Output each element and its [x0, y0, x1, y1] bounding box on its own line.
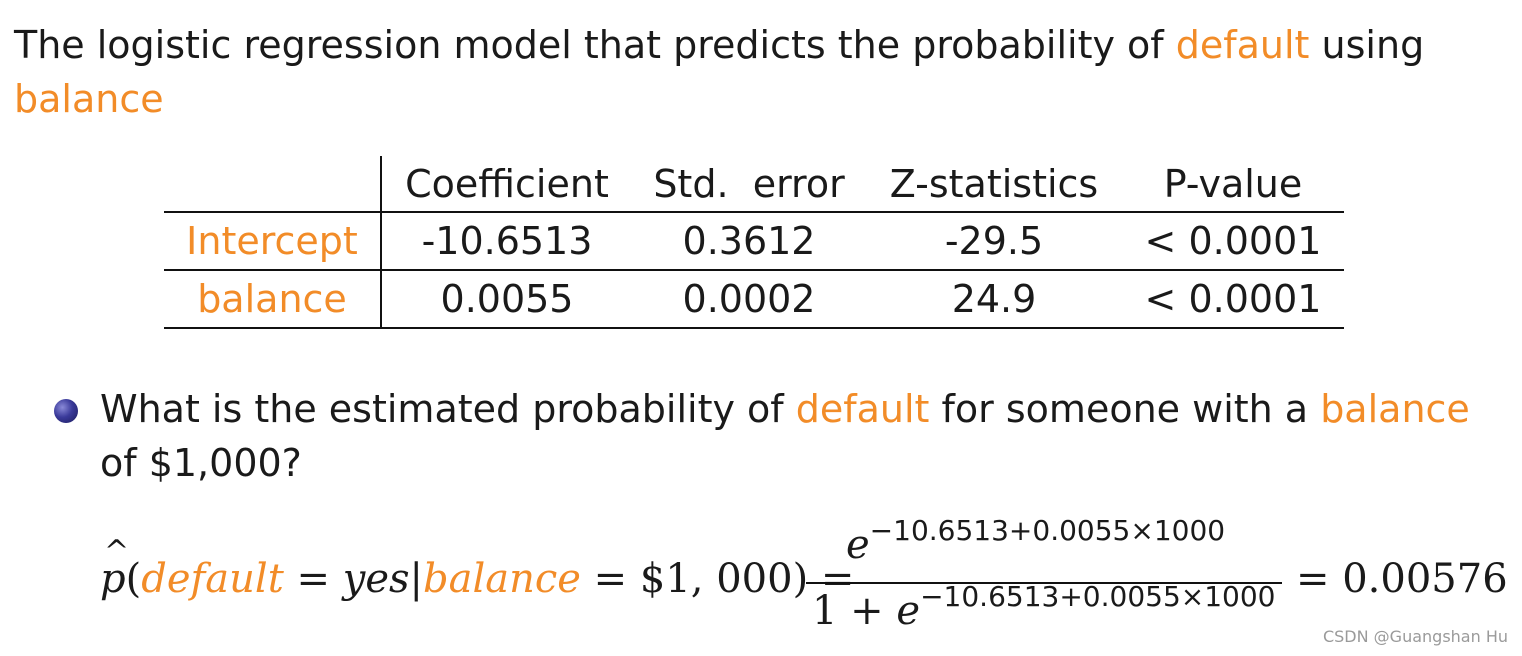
probability-formula: p(default = yes|balance = $1, 000) = e−1… [100, 514, 1510, 640]
heading-term-default: default [1175, 23, 1310, 67]
cell-z-statistic: -29.5 [866, 212, 1122, 271]
cell-coefficient: 0.0055 [381, 270, 632, 329]
denominator-one: 1 + [812, 588, 897, 634]
denominator-exponent: −10.6513+0.0055×1000 [920, 580, 1276, 613]
formula-eq-amount: = $1, 000) = [580, 556, 868, 602]
formula-result: = 0.00576 [1296, 556, 1508, 602]
formula-yes: yes [342, 556, 410, 602]
cell-p-value: < 0.0001 [1122, 212, 1344, 271]
fraction-bar [806, 582, 1282, 584]
cell-z-statistic: 24.9 [866, 270, 1122, 329]
formula-fraction: e−10.6513+0.0055×1000 1 + e−10.6513+0.00… [806, 514, 1284, 640]
bullet-icon [54, 399, 78, 423]
question-part3: of $1,000? [100, 441, 302, 485]
cell-p-value: < 0.0001 [1122, 270, 1344, 329]
formula-eq-yes: = [283, 556, 343, 602]
question-part2: for someone with a [929, 387, 1321, 431]
table-row: balance 0.0055 0.0002 24.9 < 0.0001 [164, 270, 1344, 329]
cell-std-error: 0.0002 [632, 270, 866, 329]
header-std-error: Std. error [632, 156, 866, 213]
header-coefficient: Coefficient [381, 156, 632, 213]
formula-open-paren: ( [125, 556, 142, 602]
heading-text-middle: using [1309, 23, 1425, 67]
heading: The logistic regression model that predi… [14, 18, 1504, 126]
question-text: What is the estimated probability of def… [100, 382, 1500, 490]
denominator-e: e [896, 588, 921, 634]
cell-coefficient: -10.6513 [381, 212, 632, 271]
formula-var-balance: balance [423, 556, 581, 602]
fraction-denominator: 1 + e−10.6513+0.0055×1000 [812, 580, 1275, 634]
heading-text-before: The logistic regression model that predi… [14, 23, 1176, 67]
table-row: Intercept -10.6513 0.3612 -29.5 < 0.0001 [164, 212, 1344, 271]
numerator-exponent: −10.6513+0.0055×1000 [869, 514, 1226, 547]
numerator-e: e [846, 522, 870, 568]
heading-term-balance: balance [14, 77, 164, 121]
header-p-value: P-value [1122, 156, 1344, 213]
p-hat-symbol: p [100, 556, 126, 602]
header-empty [164, 156, 382, 213]
row-label-intercept: Intercept [164, 212, 382, 271]
fraction-numerator: e−10.6513+0.0055×1000 [846, 514, 1225, 568]
table-header-row: Coefficient Std. error Z-statistics P-va… [164, 156, 1344, 213]
watermark: CSDN @Guangshan Hu [1322, 627, 1508, 646]
cell-std-error: 0.3612 [632, 212, 866, 271]
question-term-default: default [795, 387, 930, 431]
formula-var-default: default [141, 556, 284, 602]
header-z-statistics: Z-statistics [866, 156, 1122, 213]
question-term-balance: balance [1320, 387, 1470, 431]
formula-bar: | [409, 556, 424, 602]
question-part1: What is the estimated probability of [100, 387, 796, 431]
regression-table: Coefficient Std. error Z-statistics P-va… [164, 156, 1344, 329]
row-label-balance: balance [164, 270, 382, 329]
formula-lhs: p(default = yes|balance = $1, 000) = [100, 556, 867, 602]
